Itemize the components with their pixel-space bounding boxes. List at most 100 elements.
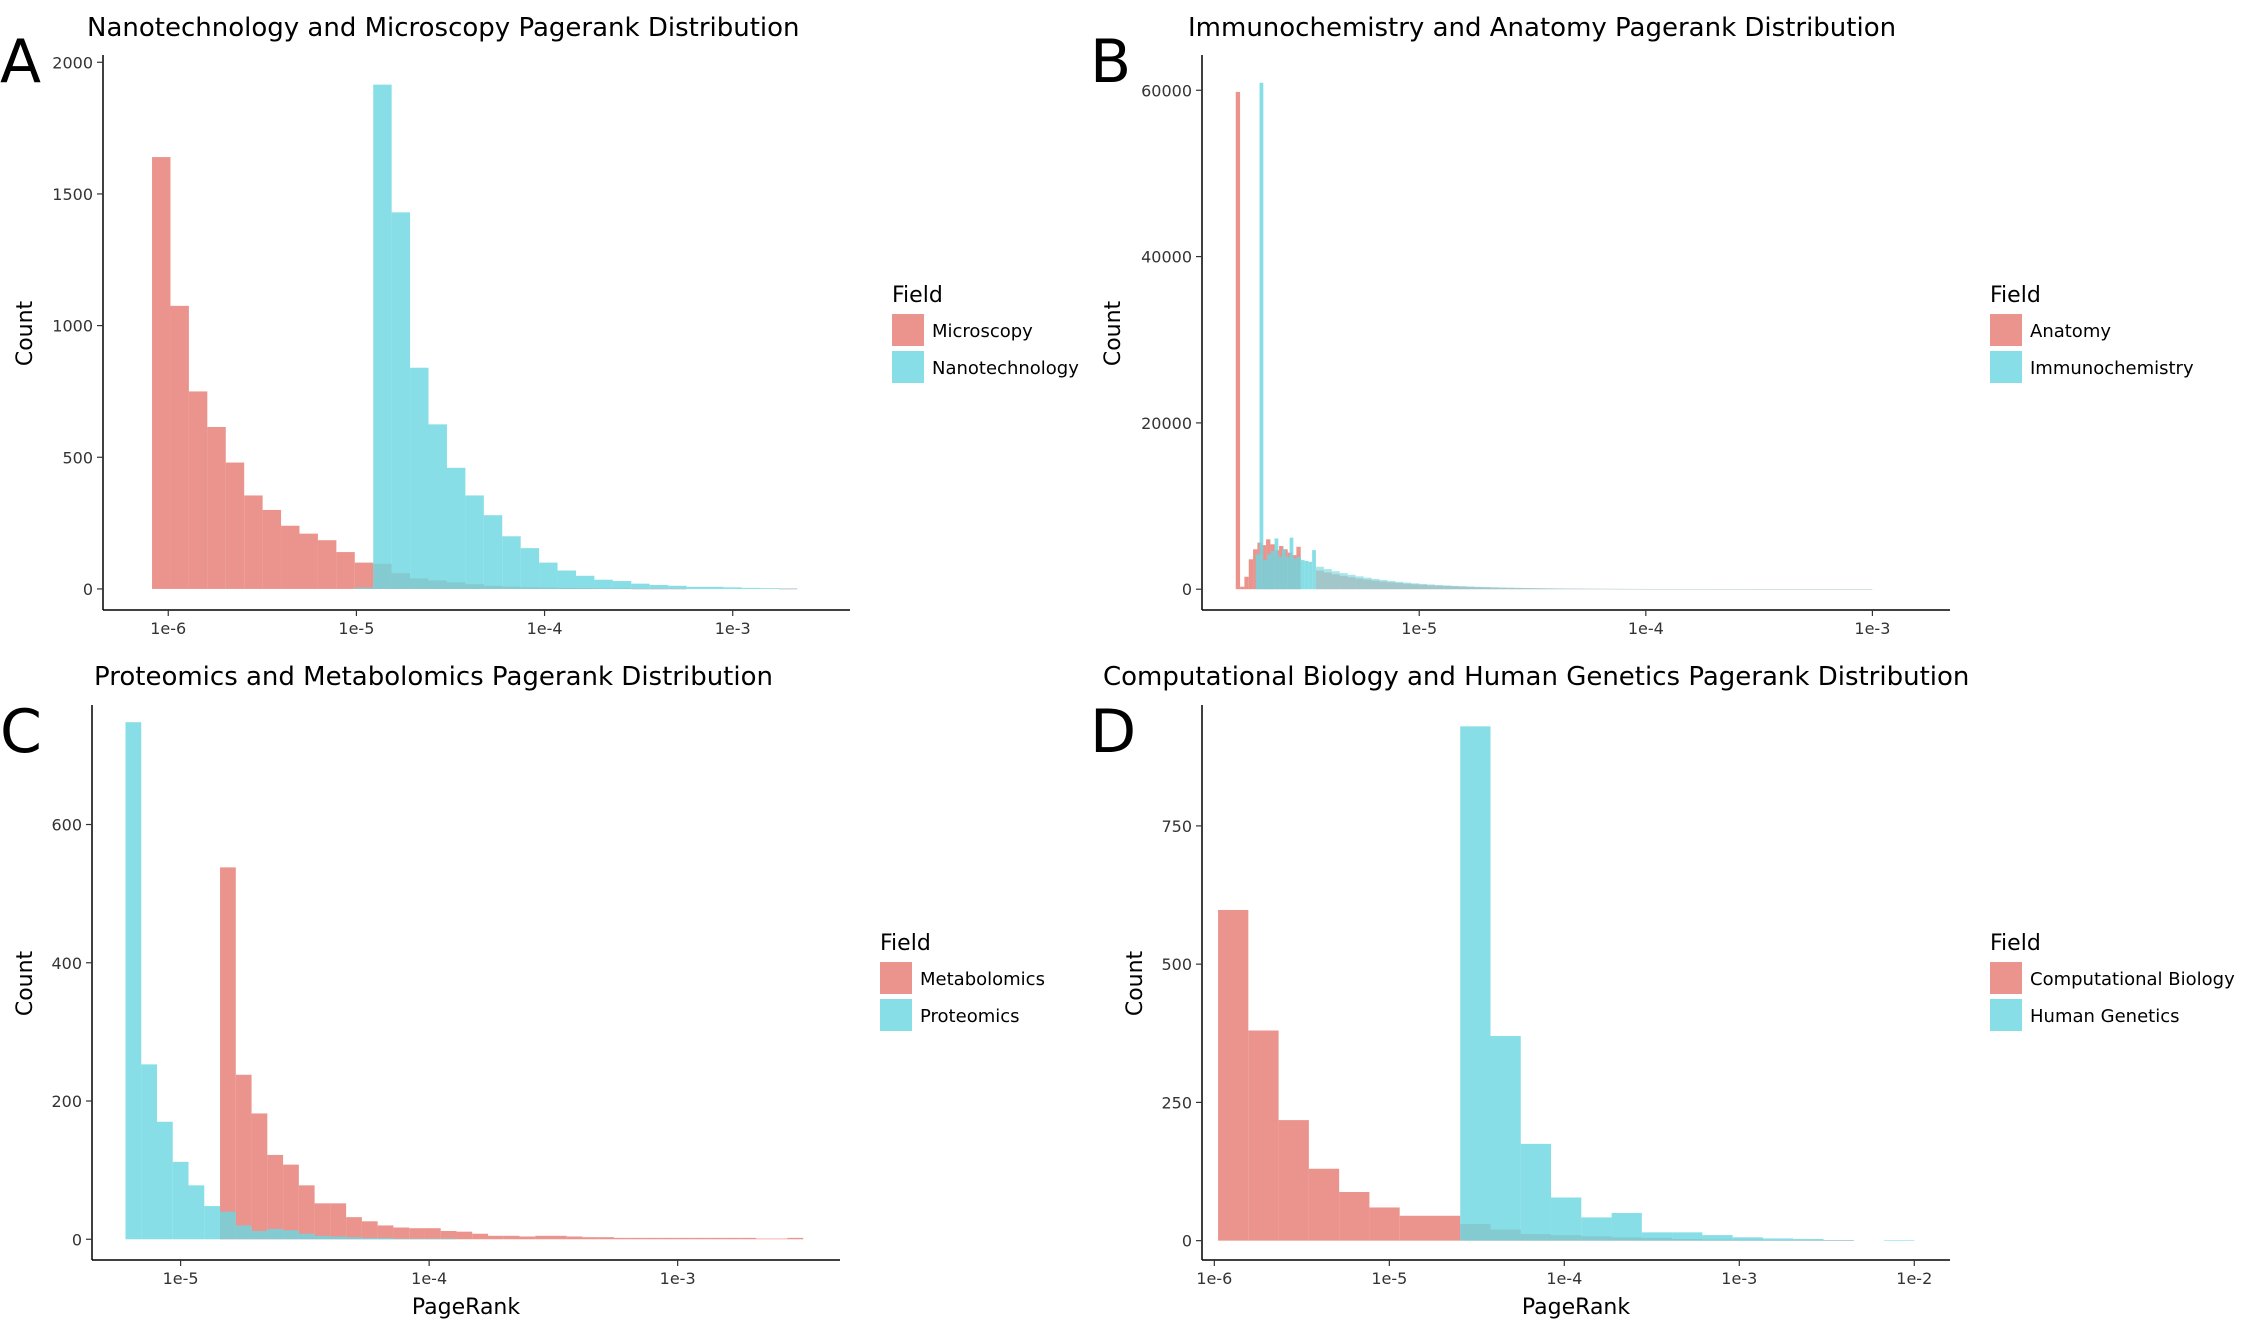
bar-metabolomics <box>519 1236 536 1240</box>
x-tick-label: 1e-3 <box>715 619 751 638</box>
y-tick-label: 0 <box>1182 1232 1192 1251</box>
bar-proteomics <box>141 1064 157 1240</box>
bar-metabolomics <box>661 1237 678 1240</box>
tail-bar <box>1514 587 1523 590</box>
x-tick-label: 1e-6 <box>1196 1269 1232 1288</box>
bar-human-genetics <box>1611 1212 1642 1241</box>
bar-proteomics <box>440 1238 457 1240</box>
y-tick-label: 250 <box>1161 1093 1192 1112</box>
tail-bar <box>1451 585 1460 590</box>
x-tick-label: 1e-5 <box>163 1269 199 1288</box>
bar-nanotechnology <box>354 587 374 589</box>
bar-nanotechnology <box>594 579 613 589</box>
bars <box>125 722 804 1240</box>
bar-microscopy <box>152 157 171 589</box>
legend-label: Proteomics <box>920 1006 1020 1027</box>
legend: Field Microscopy Nanotechnology <box>892 283 1079 383</box>
bar-metabolomics <box>566 1236 583 1240</box>
y-tick-label: 500 <box>1161 955 1192 974</box>
y-axis-label: Count <box>13 300 38 366</box>
bar-proteomics <box>424 1238 441 1240</box>
bar-immunochemistry <box>1293 558 1298 590</box>
bar-metabolomics <box>503 1235 520 1240</box>
bar-nanotechnology <box>760 588 779 589</box>
bar-metabolomics <box>235 1074 252 1240</box>
y-tick-label: 40000 <box>1141 248 1192 267</box>
bar-nanotechnology <box>520 548 540 589</box>
bar-immunochemistry <box>1259 82 1264 590</box>
bar-microscopy <box>225 462 245 589</box>
bar-immunochemistry <box>1270 550 1275 590</box>
bar-proteomics <box>172 1161 189 1240</box>
bar-human-genetics <box>1823 1240 1854 1241</box>
bar-human-genetics <box>1702 1235 1733 1241</box>
panel-a: A Nanotechnology and Microscopy Pagerank … <box>0 13 1079 638</box>
bar-metabolomics <box>298 1185 315 1240</box>
y-tick-label: 500 <box>62 448 93 467</box>
bar-human-genetics <box>1762 1238 1794 1241</box>
bar-metabolomics <box>361 1221 378 1240</box>
bar-metabolomics <box>267 1154 284 1240</box>
bar-metabolomics <box>251 1113 268 1240</box>
bar-metabolomics <box>487 1235 504 1240</box>
bar-microscopy <box>262 509 282 589</box>
bar-nanotechnology <box>741 587 761 589</box>
x-axis-label: PageRank <box>1522 1295 1630 1320</box>
bars <box>1218 726 1915 1241</box>
panel-letter: D <box>1090 697 1136 767</box>
bar-nanotechnology <box>428 424 447 589</box>
tail-bar <box>1498 587 1507 590</box>
legend-swatch <box>1990 999 2022 1031</box>
panel-b: B Immunochemistry and Anatomy Pagerank Di… <box>1090 13 2194 638</box>
bar-nanotechnology <box>778 588 798 590</box>
bar-computational-biology <box>1339 1191 1370 1241</box>
bar-nanotechnology <box>668 585 687 589</box>
bar-metabolomics <box>393 1227 410 1240</box>
tail-bar <box>1323 569 1332 590</box>
legend-title: Field <box>1990 283 2041 308</box>
bar-nanotechnology <box>539 562 558 589</box>
y-tick-label: 750 <box>1161 817 1192 836</box>
y-tick-label: 400 <box>51 954 82 973</box>
y-axis-label: Count <box>1123 950 1148 1016</box>
bar-immunochemistry <box>1263 560 1268 590</box>
bar-metabolomics <box>346 1217 362 1240</box>
tail-bar <box>1570 588 1579 590</box>
bar-metabolomics <box>535 1235 552 1240</box>
tail-bar <box>1482 587 1491 590</box>
y-tick-label: 1500 <box>52 185 93 204</box>
bar-human-genetics <box>1672 1232 1703 1241</box>
y-axis-label: Count <box>1101 300 1126 366</box>
x-tick-label: 1e-4 <box>1546 1269 1582 1288</box>
bar-proteomics <box>361 1237 378 1240</box>
bar-microscopy <box>336 552 355 589</box>
bar-nanotechnology <box>465 495 484 589</box>
tail-bar <box>1466 586 1475 590</box>
bar-immunochemistry <box>1297 556 1301 590</box>
x-tick-label: 1e-5 <box>338 619 374 638</box>
y-axis-label: Count <box>13 950 38 1016</box>
bars <box>1235 82 1873 590</box>
bar-proteomics <box>330 1236 347 1240</box>
tail-bar <box>1347 574 1356 590</box>
panel-d: D Computational Biology and Human Genetic… <box>1090 662 2235 1320</box>
bar-proteomics <box>377 1237 394 1240</box>
bar-immunochemistry <box>1300 560 1305 590</box>
legend-swatch <box>892 314 924 346</box>
tail-bar <box>1506 587 1515 590</box>
tail-bar <box>1339 573 1348 590</box>
bar-metabolomics <box>645 1237 662 1240</box>
legend-title: Field <box>880 931 931 956</box>
bar-microscopy <box>649 588 669 590</box>
legend-label: Immunochemistry <box>2030 358 2194 379</box>
bar-proteomics <box>346 1237 362 1240</box>
bar-nanotechnology <box>723 587 742 589</box>
legend-swatch <box>1990 314 2022 346</box>
bar-immunochemistry <box>1308 561 1313 590</box>
bar-immunochemistry <box>1312 550 1316 590</box>
tail-bar <box>1522 587 1531 590</box>
bar-human-genetics <box>1490 1036 1521 1241</box>
y-tick-label: 0 <box>83 580 93 599</box>
y-tick-label: 0 <box>1182 580 1192 599</box>
bar-microscopy <box>668 588 687 590</box>
